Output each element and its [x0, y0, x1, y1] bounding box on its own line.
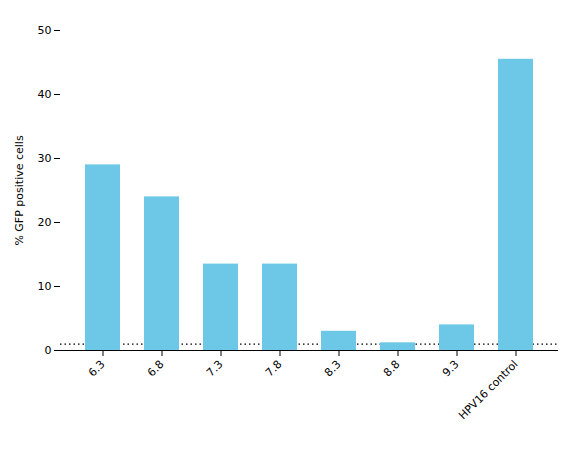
svg-text:9.3: 9.3 — [440, 358, 462, 380]
svg-text:7.3: 7.3 — [204, 358, 226, 380]
svg-text:10: 10 — [38, 280, 52, 293]
svg-text:6.3: 6.3 — [86, 358, 108, 380]
svg-text:8.8: 8.8 — [381, 358, 403, 380]
svg-text:40: 40 — [38, 88, 52, 101]
svg-text:6.8: 6.8 — [145, 358, 167, 380]
svg-text:% GFP positive cells: % GFP positive cells — [13, 135, 26, 246]
svg-text:7.8: 7.8 — [263, 358, 285, 380]
svg-text:50: 50 — [38, 24, 52, 37]
svg-text:30: 30 — [38, 152, 52, 165]
svg-text:20: 20 — [38, 216, 52, 229]
svg-text:HPV16 control: HPV16 control — [456, 358, 520, 422]
svg-text:8.3: 8.3 — [322, 358, 344, 380]
svg-text:0: 0 — [45, 344, 52, 357]
